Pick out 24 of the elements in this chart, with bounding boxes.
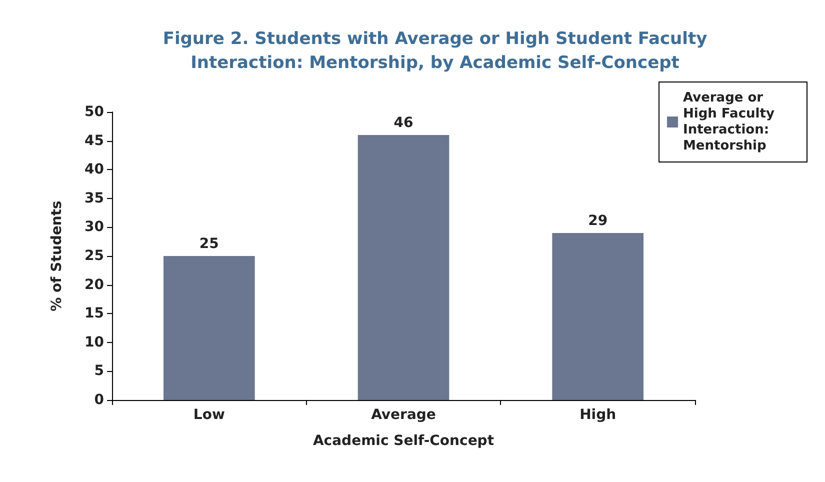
y-tick-label: 0	[94, 392, 104, 408]
y-tick-label: 40	[84, 162, 104, 178]
y-tick-label: 50	[84, 104, 104, 120]
y-tick-label: 15	[84, 306, 104, 322]
bar	[164, 256, 255, 400]
bar	[358, 135, 450, 400]
data-label: 29	[588, 212, 608, 229]
data-label: 46	[394, 115, 414, 132]
y-tick-label: 20	[84, 276, 104, 293]
chart-title: Figure 2. Students with Average or High Student Faculty Interaction: Mentorship, by Academic Self-Concept	[162, 29, 708, 73]
x-tick-label: High	[580, 407, 616, 423]
y-tick-label: 5	[94, 363, 104, 380]
x-tick-label: Low	[193, 407, 225, 423]
y-tick-label: 35	[84, 190, 104, 206]
x-axis-title: Academic Self-Concept	[312, 433, 494, 449]
y-axis-title: % of Students	[49, 200, 65, 312]
x-tick-label: Average	[371, 407, 436, 423]
y-tick-label: 25	[84, 248, 104, 264]
y-tick-label: 30	[84, 219, 104, 236]
bar	[552, 232, 644, 400]
y-tick-label: 10	[84, 334, 104, 350]
legend-label: Average or High Faculty Interaction: Mentorship	[683, 90, 779, 154]
data-label: 25	[199, 236, 219, 252]
y-tick-label: 45	[84, 132, 104, 149]
